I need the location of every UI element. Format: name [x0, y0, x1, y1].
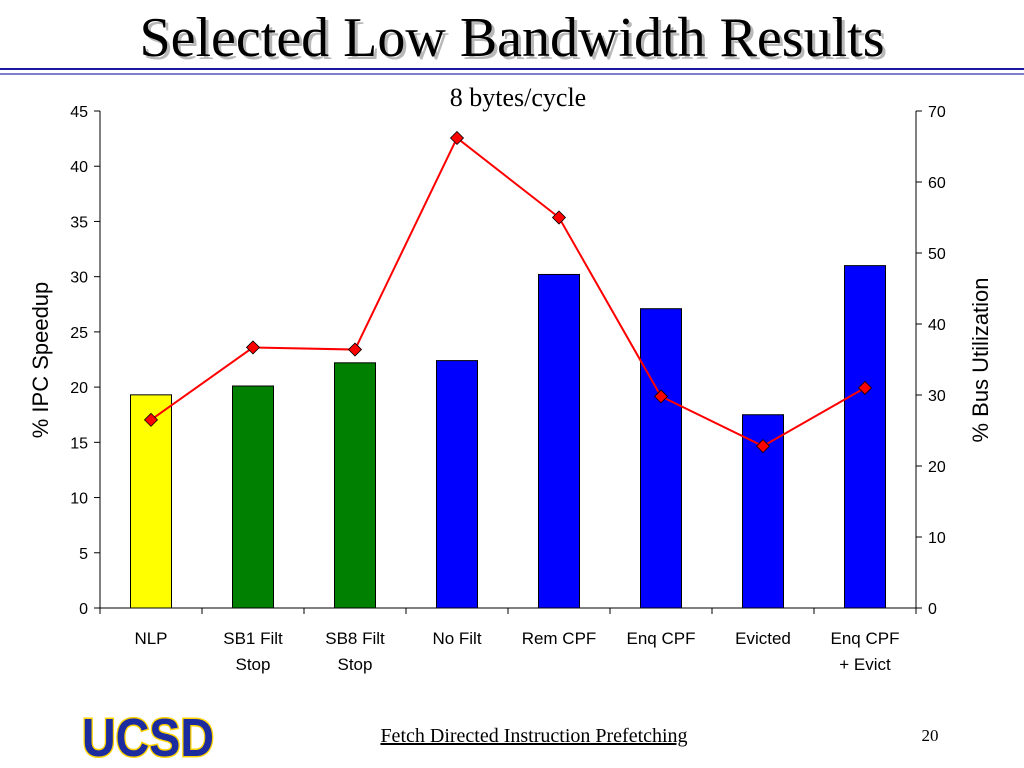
- x-tick-label: NLP: [134, 629, 167, 648]
- x-tick-label: Rem CPF: [522, 629, 597, 648]
- line-marker: [857, 380, 873, 395]
- y2-axis-label: % Bus Utilization: [968, 277, 993, 442]
- y-tick-label: 25: [70, 325, 88, 342]
- bar: [130, 394, 172, 609]
- bus-utilization-line: [150, 136, 866, 448]
- y2-tick-label: 0: [928, 601, 937, 618]
- x-tick-label: Stop: [338, 655, 373, 674]
- y2-tick-label: 70: [928, 104, 946, 121]
- x-tick-label: + Evict: [839, 655, 891, 674]
- y2-tick-label: 60: [928, 175, 946, 192]
- chart-title: 8 bytes/cycle: [450, 83, 586, 112]
- line-marker: [245, 340, 261, 355]
- y-tick-label: 40: [70, 159, 88, 176]
- ucsd-logo: UCSD: [81, 708, 216, 764]
- y-tick-label: 10: [70, 491, 88, 508]
- slide-title: Selected Low Bandwidth Results: [139, 7, 885, 69]
- y-tick-label: 35: [70, 214, 88, 231]
- y-tick-label: 45: [70, 104, 88, 121]
- x-tick-label: Evicted: [735, 629, 791, 648]
- y2-tick-label: 30: [928, 388, 946, 405]
- footer-title: Fetch Directed Instruction Prefetching: [380, 725, 688, 747]
- x-tick-label: SB1 Filt: [223, 629, 283, 648]
- bar: [334, 362, 376, 609]
- svg-text:UCSD: UCSD: [82, 708, 214, 764]
- x-tick-label: Enq CPF: [831, 629, 900, 648]
- page-number: 20: [921, 726, 939, 745]
- line-marker: [143, 412, 159, 427]
- y2-tick-label: 20: [928, 459, 946, 476]
- y-tick-label: 5: [79, 546, 88, 563]
- x-tick-label: No Filt: [432, 629, 481, 648]
- bar: [232, 385, 274, 609]
- y-tick-label: 0: [79, 601, 88, 618]
- bar: [538, 273, 580, 609]
- line-marker: [551, 210, 567, 225]
- x-tick-label: Stop: [236, 655, 271, 674]
- x-tick-label: SB8 Filt: [325, 629, 385, 648]
- title-rule-top: [0, 68, 1024, 70]
- line-marker: [449, 130, 465, 146]
- y-tick-label: 30: [70, 270, 88, 287]
- plot-area: 0 5 10 15 20 25 30 35 40 45 0 10 20 30 40 50 60 70 NLP SB1 …: [70, 104, 946, 674]
- y-axis-label: % IPC Speedup: [28, 282, 53, 439]
- title-rule-bottom: [0, 73, 1024, 75]
- y-tick-label: 20: [70, 380, 88, 397]
- line-marker: [347, 342, 363, 357]
- line-marker: [653, 389, 669, 404]
- bar: [436, 360, 478, 609]
- y-tick-label: 15: [70, 435, 88, 452]
- bar: [844, 265, 886, 609]
- y2-tick-label: 10: [928, 530, 946, 547]
- y2-tick-label: 40: [928, 317, 946, 334]
- bar: [640, 308, 682, 609]
- x-tick-label: Enq CPF: [627, 629, 696, 648]
- y2-tick-label: 50: [928, 246, 946, 263]
- line-marker: [755, 439, 771, 454]
